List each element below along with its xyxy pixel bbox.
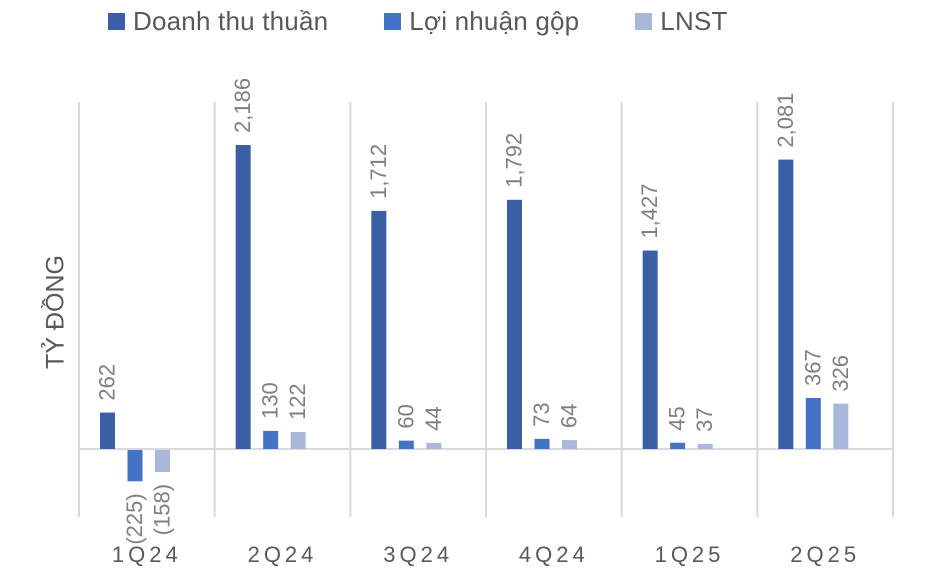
bar-3Q24-1 bbox=[398, 440, 414, 449]
legend-item-gross-profit: Lợi nhuận gộp bbox=[384, 6, 579, 37]
legend-label-revenue: Doanh thu thuần bbox=[133, 5, 329, 36]
chart-legend: Doanh thu thuần Lợi nhuận gộp LNST bbox=[108, 4, 784, 38]
x-tick-label: 2Q25 bbox=[790, 542, 860, 567]
data-label: 130 bbox=[258, 382, 283, 419]
data-label: 1,712 bbox=[366, 144, 391, 199]
data-label: 326 bbox=[828, 355, 853, 392]
bar-1Q24-0 bbox=[100, 412, 115, 449]
data-label: 37 bbox=[692, 407, 717, 431]
bar-1Q24-2 bbox=[155, 450, 170, 472]
data-label: 45 bbox=[665, 406, 690, 430]
data-label: 367 bbox=[800, 349, 825, 386]
bar-1Q25-2 bbox=[697, 443, 713, 449]
bar-3Q24-2 bbox=[426, 442, 442, 449]
bar-2Q25-2 bbox=[833, 403, 849, 449]
bar-2Q25-1 bbox=[805, 397, 821, 449]
bar-4Q24-1 bbox=[534, 438, 550, 449]
x-tick-label: 1Q24 bbox=[112, 542, 182, 567]
legend-item-net-profit: LNST bbox=[635, 6, 727, 37]
data-label: 262 bbox=[95, 364, 120, 401]
legend-item-revenue: Doanh thu thuần bbox=[108, 6, 328, 37]
legend-swatch-gross-profit bbox=[384, 12, 402, 30]
data-label: 2,186 bbox=[230, 78, 255, 133]
bar-4Q24-2 bbox=[562, 440, 577, 449]
bar-2Q25-0 bbox=[778, 159, 794, 449]
data-label: 60 bbox=[393, 404, 418, 428]
data-label: 1,792 bbox=[502, 133, 527, 188]
data-label: 1,427 bbox=[637, 183, 662, 238]
bar-2Q24-1 bbox=[263, 430, 279, 449]
x-tick-label: 1Q25 bbox=[655, 542, 725, 567]
data-label: 122 bbox=[285, 383, 310, 420]
legend-label-net-profit: LNST bbox=[660, 5, 728, 36]
data-label: (158) bbox=[150, 484, 175, 535]
data-label: 73 bbox=[529, 402, 554, 426]
x-tick-label: 3Q24 bbox=[383, 542, 453, 567]
data-label: 64 bbox=[557, 404, 582, 428]
legend-swatch-revenue bbox=[108, 12, 125, 30]
data-label: 44 bbox=[421, 406, 446, 430]
bar-1Q24-1 bbox=[127, 450, 143, 482]
bar-4Q24-0 bbox=[507, 199, 522, 449]
x-tick-label: 2Q24 bbox=[248, 542, 318, 567]
bar-3Q24-0 bbox=[371, 210, 387, 449]
bar-1Q25-0 bbox=[642, 250, 658, 449]
legend-swatch-net-profit bbox=[635, 12, 653, 30]
data-label: 2,081 bbox=[773, 93, 798, 148]
bar-1Q25-1 bbox=[670, 442, 686, 449]
x-tick-label: 4Q24 bbox=[519, 542, 589, 567]
bar-2Q24-0 bbox=[235, 145, 251, 449]
data-label: (225) bbox=[122, 493, 147, 544]
bar-2Q24-2 bbox=[290, 432, 306, 449]
legend-label-gross-profit: Lợi nhuận gộp bbox=[409, 5, 580, 36]
